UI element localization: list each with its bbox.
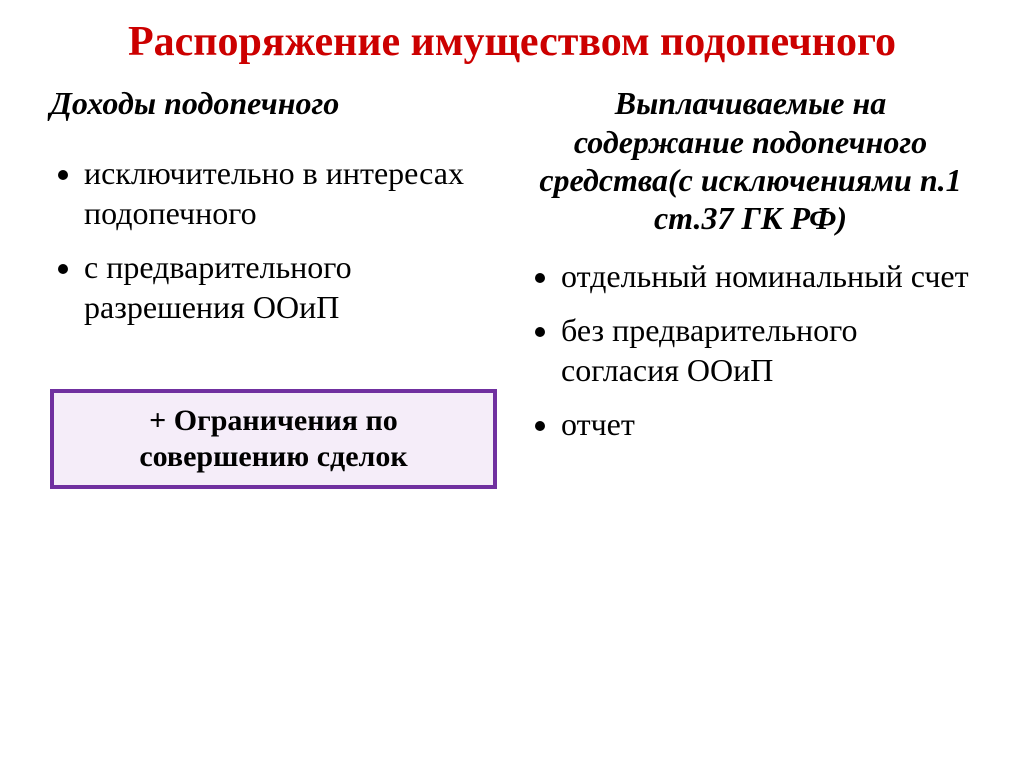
- right-heading: Выплачиваемые на содержание подопечного …: [527, 84, 974, 238]
- list-item: исключительно в интересах подопечного: [84, 153, 497, 233]
- list-item: с предварительного разрешения ООиП: [84, 247, 497, 327]
- list-item: отдельный номинальный счет: [561, 256, 974, 296]
- slide: Распоряжение имуществом подопечного Дохо…: [0, 0, 1024, 767]
- columns: Доходы подопечного исключительно в интер…: [50, 84, 974, 488]
- restrictions-box: + Ограничения по совершению сделок: [50, 389, 497, 489]
- left-column: Доходы подопечного исключительно в интер…: [50, 84, 497, 488]
- left-heading: Доходы подопечного: [50, 84, 497, 122]
- list-item: отчет: [561, 404, 974, 444]
- right-column: Выплачиваемые на содержание подопечного …: [527, 84, 974, 488]
- list-item: без предварительного согласия ООиП: [561, 310, 974, 390]
- right-list: отдельный номинальный счет без предварит…: [527, 256, 974, 444]
- left-list: исключительно в интересах подопечного с …: [50, 153, 497, 327]
- slide-title: Распоряжение имуществом подопечного: [50, 18, 974, 66]
